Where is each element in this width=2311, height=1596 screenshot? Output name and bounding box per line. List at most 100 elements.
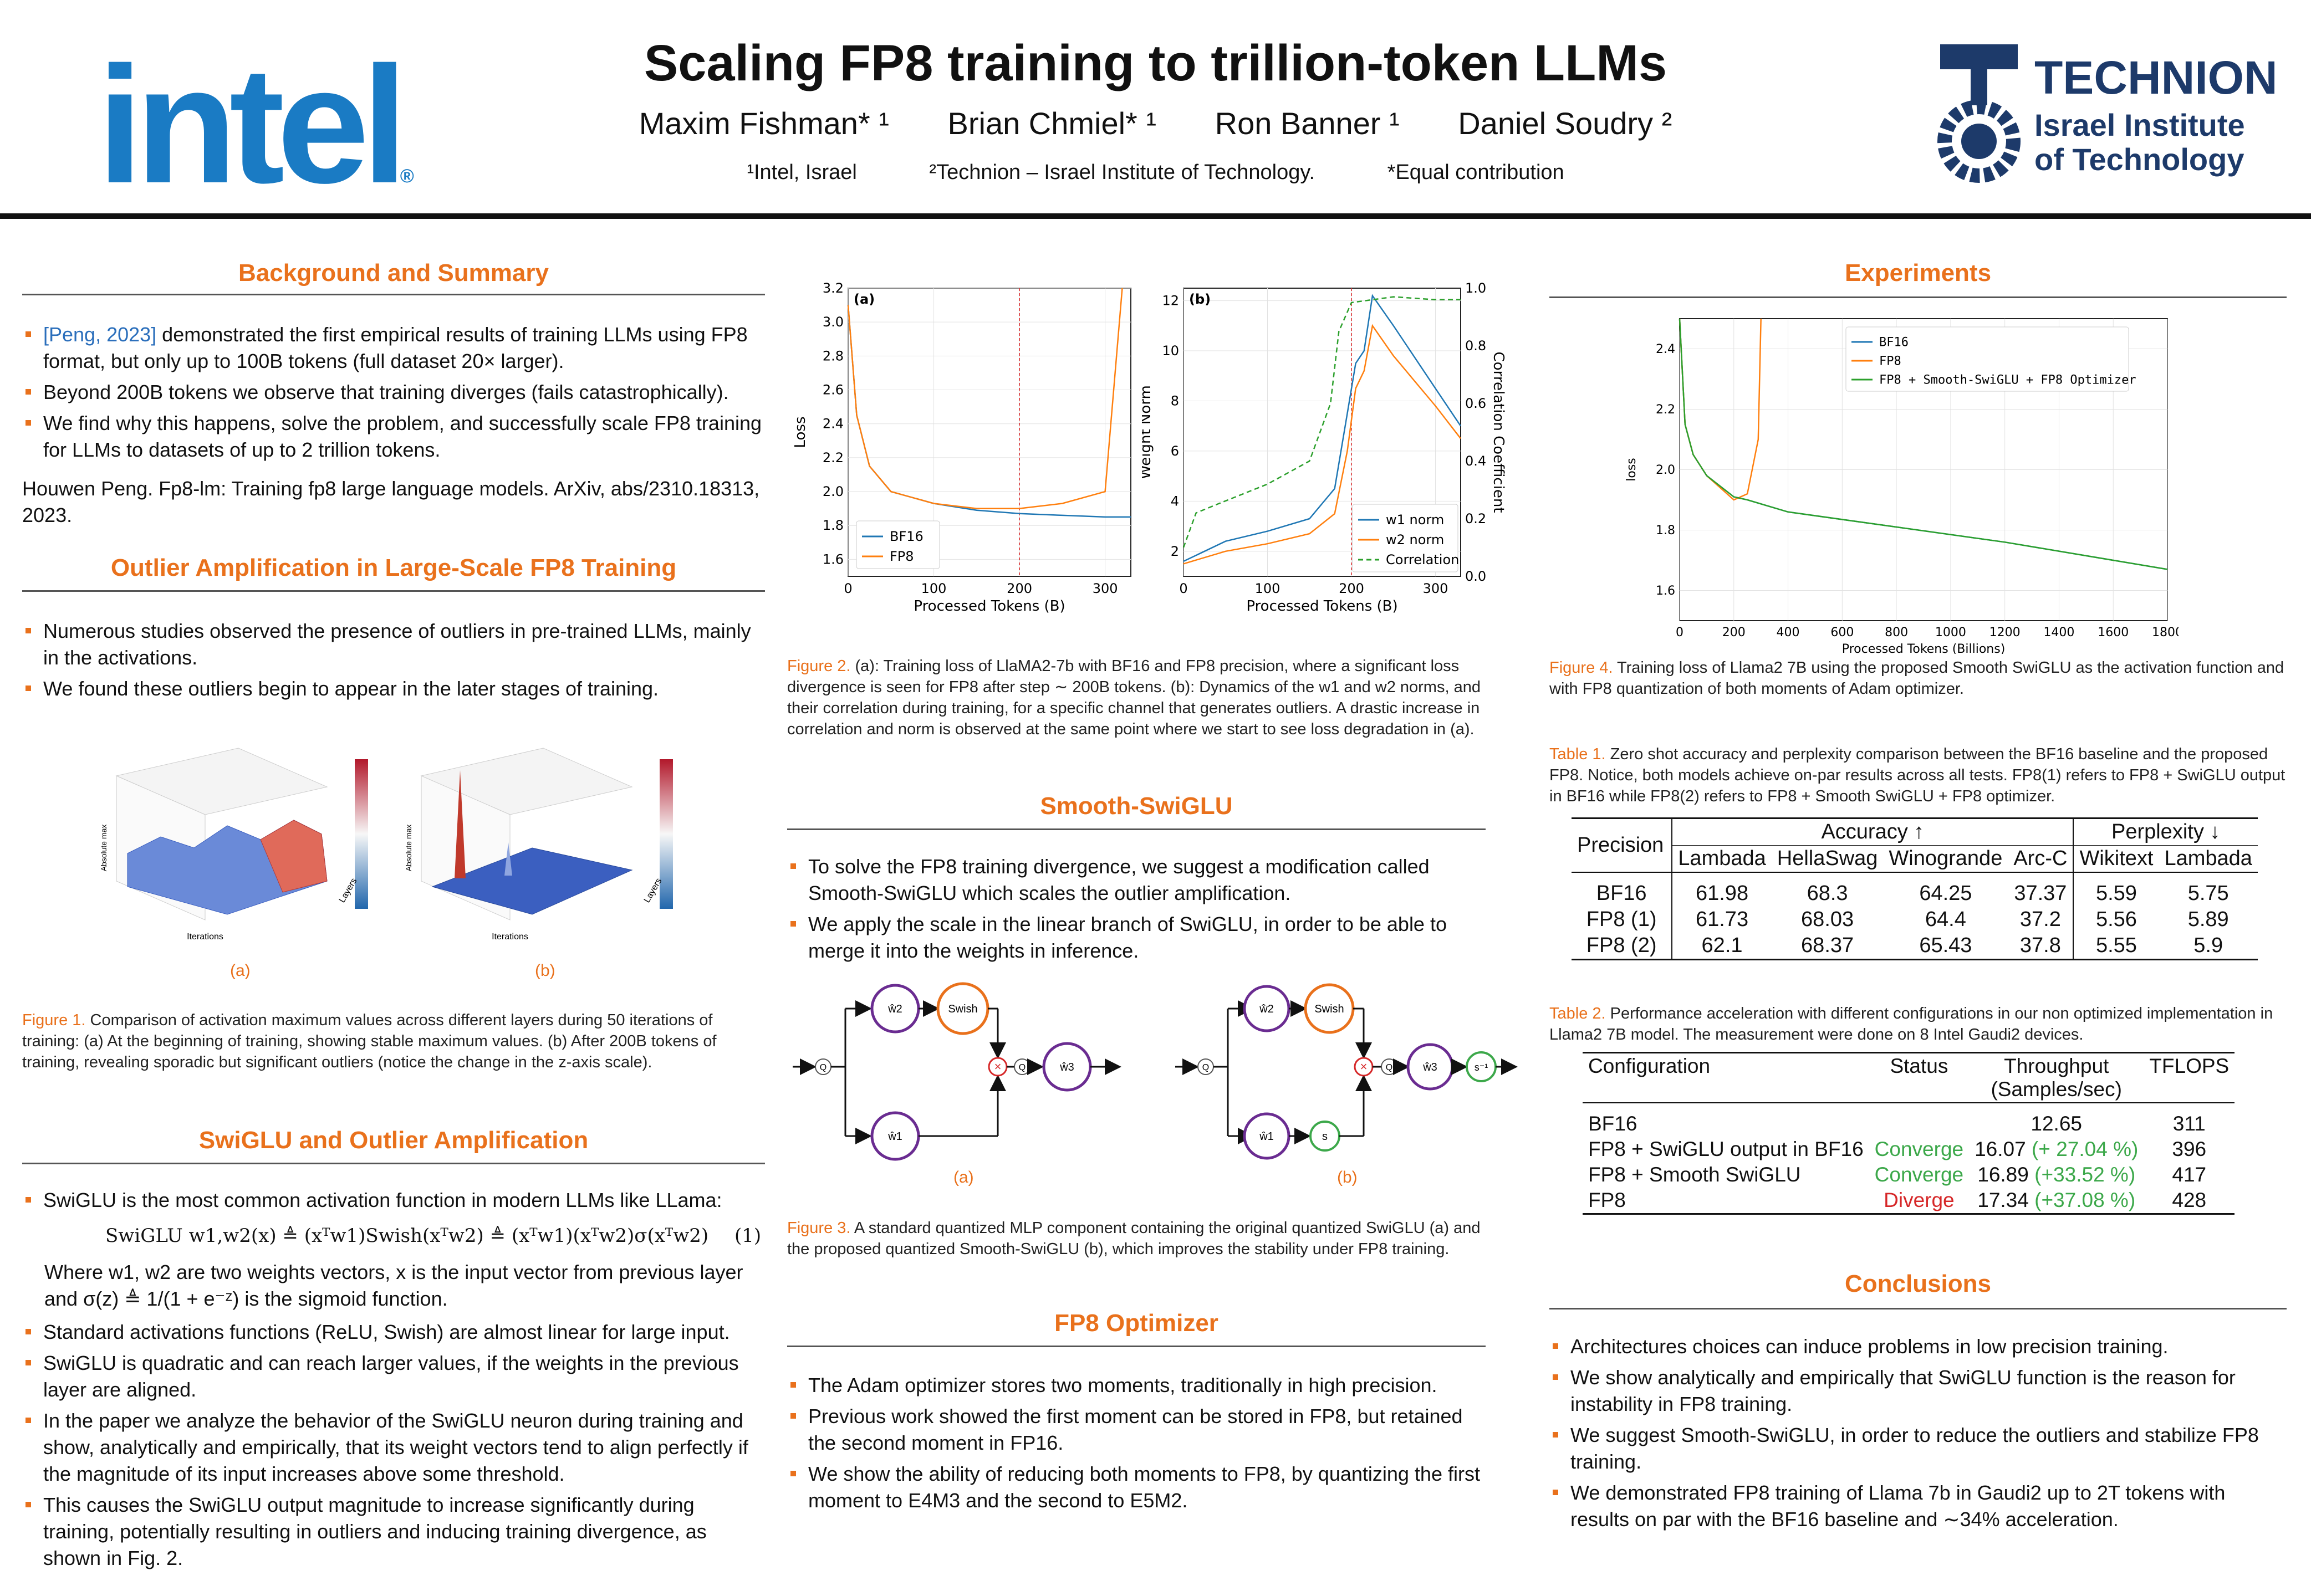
table-row: FP8 + SwiGLU output in BF16 Converge 16.… [1588,1138,2207,1160]
section-rule [22,294,765,295]
x-tick-label: 400 [1777,626,1800,640]
x-tick-label: 300 [1093,581,1118,596]
y-tick-label: 1.6 [1656,584,1675,598]
list-item: SwiGLU is the most common activation fun… [22,1187,765,1214]
list-item: We suggest Smooth-SwiGLU, in order to re… [1549,1422,2287,1475]
y-tick-label: 10 [1162,343,1179,359]
x-tick-label: 200 [1339,581,1364,596]
table-header-cell: Lambada [2164,847,2252,870]
list-item: Architectures choices can induce problem… [1549,1333,2287,1360]
section-rule [787,1346,1486,1347]
table-row: FP8 (1) 61.73 68.03 64.4 37.2 5.56 5.89 [1572,907,2258,933]
y2-tick-label: 0.6 [1465,396,1486,411]
table-row: BF16 12.65 311 [1588,1112,2206,1135]
table-header-row: Lambada HellaSwag Winogrande Arc-C Wikit… [1572,845,2258,872]
table-header-cell: Lambada [1678,847,1766,870]
y-tick-label: 4 [1171,493,1179,509]
conclusion-bullets: Architectures choices can induce problem… [1549,1333,2287,1537]
series-line-fp8-smooth-swiglu-fp8-optimizer [1679,318,2168,570]
list-item: To solve the FP8 training divergence, we… [787,853,1486,907]
affiliation: ¹Intel, Israel [747,161,857,184]
y-tick-label: 2.6 [823,382,844,398]
x-tick-label: 1000 [1935,626,1966,640]
list-item: Beyond 200B tokens we observe that train… [22,379,765,406]
table-header-row: Configuration Status Throughput (Samples/… [1583,1053,2235,1103]
figure2b-chart: 0 100 200 300 2 4 6 8 10 12 0.0 0.2 0.4 0.6 0.8 1.0 Proc… [1142,280,1507,615]
series-line-bf16 [847,305,1131,518]
x-tick-label: 300 [1423,581,1448,596]
y2-tick-label: 1.0 [1465,280,1486,296]
legend-label: Correlation [1386,552,1459,567]
section-title-smooth-swiglu: Smooth-SwiGLU [1040,792,1233,820]
figure1a-plot: Iterations Layers Absolute max [99,748,368,942]
y2-axis-label: Correlation Coefficient [1490,351,1507,513]
legend-label: w2 norm [1386,532,1444,548]
y-tick-label: 1.8 [823,518,844,533]
table-header-cell: Wikitext [2079,847,2154,870]
swiglu-where: Where w1, w2 are two weights vectors, x … [44,1261,743,1310]
section-rule [22,1163,765,1164]
list-item: We apply the scale in the linear branch … [787,911,1486,964]
figure3a-label: (a) [953,1168,974,1186]
table2: Configuration Status Throughput (Samples/… [1583,1052,2235,1215]
figure3b-diagram: Q ŵ2 Swish ŵ1 s × Q ŵ3 s⁻¹ [1175,983,1518,1160]
y-tick-label: 8 [1171,393,1179,408]
y-tick-label: 2.4 [823,416,844,432]
svg-text:ŵ1: ŵ1 [1259,1130,1274,1143]
series-line-fp8 [847,288,1123,509]
series-line-w2-norm [1183,324,1461,565]
list-item: [Peng, 2023] demonstrated the first empi… [22,321,765,375]
table-header-cell: Winogrande [1889,847,2003,870]
list-item: Numerous studies observed the presence o… [22,618,765,671]
section-title-experiments: Experiments [1844,259,1992,287]
section-title-fp8-optimizer: FP8 Optimizer [1054,1309,1218,1337]
figure4-chart: 0 200 400 600 800 1000 1200 1400 1600 1800 1.6 1.8 2… [1625,318,2179,654]
legend-label: w1 norm [1386,512,1444,528]
x-tick-label: 1600 [2098,626,2129,640]
x-axis-label: Processed Tokens (B) [914,598,1065,615]
list-item: This causes the SwiGLU output magnitude … [22,1492,765,1572]
poster-title: Scaling FP8 training to trillion-token L… [644,35,1667,91]
x-tick-label: 100 [921,581,947,596]
section-title-outlier: Outlier Amplification in Large-Scale FP8… [110,554,677,581]
x-axis-label: Processed Tokens (Billions) [1842,642,2006,654]
technion-subtitle: Israel Institute of Technology [2034,108,2245,177]
axis-label: Iterations [492,932,528,942]
legend-label: FP8 [1879,354,1901,368]
reference: Houwen Peng. Fp8-lm: Training fp8 large … [22,477,760,526]
figure4-caption: Figure 4. Training loss of Llama2 7B usi… [1549,659,2284,698]
series-line-correlation [1182,296,1461,548]
figure1b-label: (b) [535,961,555,980]
x-axis-label: Processed Tokens (B) [1246,598,1397,615]
background-bullets: [Peng, 2023] demonstrated the first empi… [22,321,765,468]
x-tick-label: 0 [1179,581,1187,596]
svg-text:ŵ2: ŵ2 [1259,1003,1274,1015]
x-tick-label: 200 [1722,626,1746,640]
svg-text:ŵ3: ŵ3 [1059,1061,1074,1073]
legend-box [1845,326,2129,392]
panel-label: (a) [854,291,875,307]
swiglu-bullets-2: Standard activations functions (ReLU, Sw… [22,1319,765,1576]
svg-text:Q: Q [1019,1063,1026,1072]
list-item: We find why this happens, solve the prob… [22,410,765,463]
y-tick-label: 6 [1171,443,1179,459]
svg-text:s: s [1322,1130,1328,1143]
table-header-cell: Precision [1572,818,1673,873]
intel-logo: intel® [97,32,414,218]
author-list: Maxim Fishman* ¹ Brian Chmiel* ¹ Ron Ban… [0,105,2311,141]
affiliations: ¹Intel, Israel ²Technion – Israel Instit… [0,161,2311,185]
citation-link[interactable]: [Peng, 2023] [43,323,157,346]
x-tick-label: 1400 [2043,626,2074,640]
section-title-swiglu: SwiGLU and Outlier Amplification [198,1127,589,1154]
optimizer-bullets: The Adam optimizer stores two moments, t… [787,1372,1486,1518]
affiliation: ²Technion – Israel Institute of Technolo… [929,161,1315,184]
figure1-caption: Figure 1. Comparison of activation maxim… [22,1011,717,1071]
y-axis-label: loss [1625,458,1639,482]
figure1a-label: (a) [230,961,251,980]
table1: Precision Accuracy ↑ Perplexity ↓ Lambad… [1572,817,2258,960]
author: Maxim Fishman* ¹ [639,106,889,141]
axis-label: Absolute max [404,825,413,872]
y-axis-label: Weight Norm [1142,385,1154,479]
figure2-caption: Figure 2. (a): Training loss of LlaMA2-7… [787,657,1481,738]
table-row: FP8 (2) 62.1 68.37 65.43 37.8 5.55 5.9 [1572,933,2258,960]
